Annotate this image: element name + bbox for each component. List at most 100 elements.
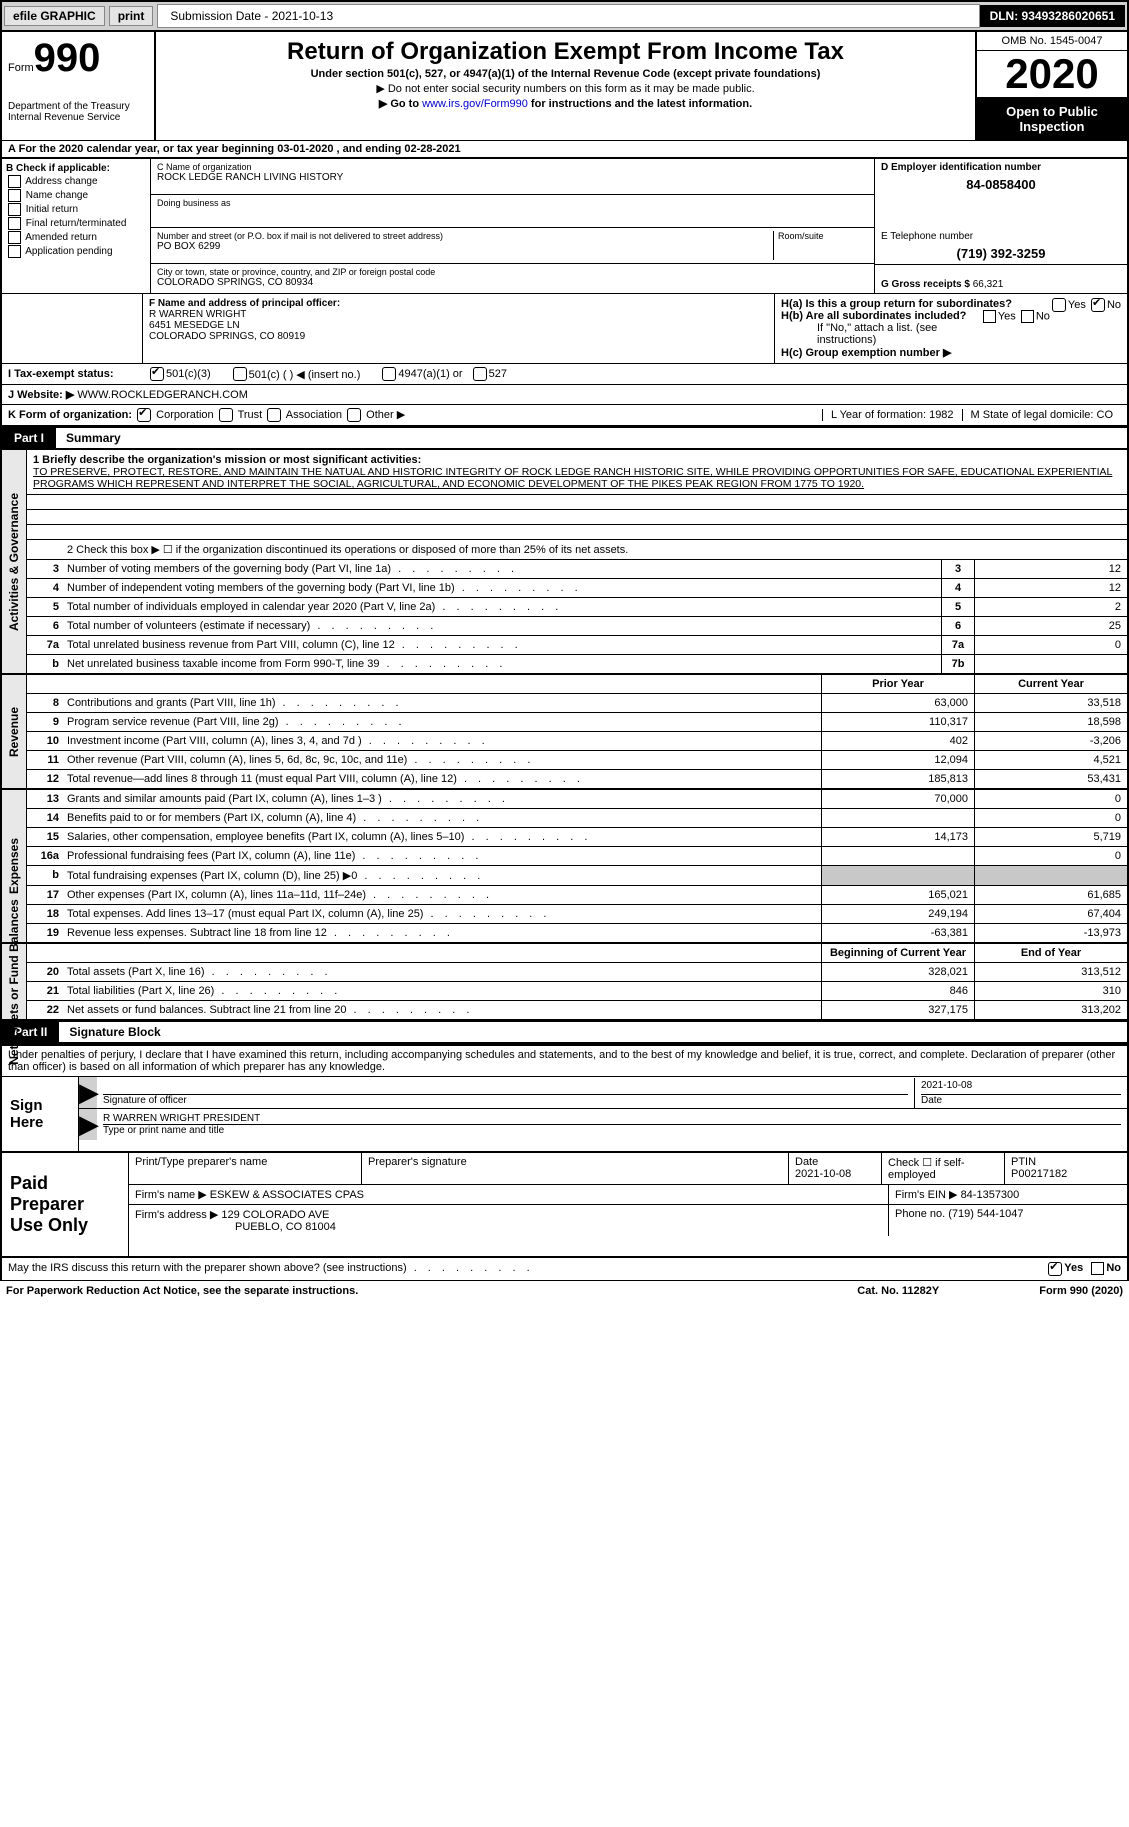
section-revenue: Revenue Prior Year Current Year 8Contrib… [0,675,1129,790]
section-expenses: Expenses 13Grants and similar amounts pa… [0,790,1129,944]
cb-assoc[interactable] [267,408,281,422]
vtab-governance: Activities & Governance [7,493,21,631]
goto-suffix: for instructions and the latest informat… [528,98,752,110]
ptin: P00217182 [1011,1168,1067,1180]
d-label: D Employer identification number [881,162,1041,173]
form-header: Form990 Department of the Treasury Inter… [0,32,1129,140]
part2-header: Part II Signature Block [0,1021,1129,1044]
cb-name[interactable]: Name change [6,189,146,202]
return-title: Return of Organization Exempt From Incom… [160,38,971,66]
ein-value: 84-0858400 [881,177,1121,192]
j-label: J Website: ▶ [8,388,74,401]
prep-date-lbl: Date [795,1156,818,1168]
street-addr: PO BOX 6299 [157,241,773,252]
open-inspection: Open to Public Inspection [977,98,1127,140]
hb-yes[interactable] [983,310,996,323]
dept-treasury: Department of the Treasury Internal Reve… [8,101,148,123]
cb-amended[interactable]: Amended return [6,231,146,244]
discuss-yes[interactable] [1048,1262,1062,1276]
officer-name: R WARREN WRIGHT [149,309,246,320]
ha-label: H(a) Is this a group return for subordin… [781,298,1012,310]
phone-value: (719) 392-3259 [881,246,1121,261]
part1-num: Part I [2,428,56,448]
date-lbl: Date [921,1095,942,1106]
state-domicile: M State of legal domicile: CO [962,409,1121,421]
part1-title: Summary [56,428,131,448]
section-b: B Check if applicable: Address change Na… [2,159,151,293]
cat-no: Cat. No. 11282Y [857,1285,939,1297]
section-netassets: Net Assets or Fund Balances Beginning of… [0,944,1129,1021]
paperwork-notice: For Paperwork Reduction Act Notice, see … [6,1285,857,1297]
part1-header: Part I Summary [0,427,1129,450]
hdr-prior: Prior Year [821,675,974,693]
hdr-begin: Beginning of Current Year [821,944,974,962]
arrow-icon: ▶ [79,1109,97,1140]
cb-final[interactable]: Final return/terminated [6,217,146,230]
cb-trust[interactable] [219,408,233,422]
submission-date: Submission Date - 2021-10-13 [157,4,979,28]
instr-ssn: ▶ Do not enter social security numbers o… [160,82,971,95]
cb-corp[interactable] [137,408,151,422]
dln: DLN: 93493286020651 [980,5,1125,27]
cb-initial[interactable]: Initial return [6,203,146,216]
hb-no[interactable] [1021,310,1034,323]
self-emp-lbl: Check ☐ if self-employed [888,1157,965,1181]
firm-phone: (719) 544-1047 [948,1208,1023,1220]
irs-link[interactable]: www.irs.gov/Form990 [422,98,528,110]
print-name-lbl: Type or print name and title [103,1125,224,1136]
mission-lbl: 1 Briefly describe the organization's mi… [33,454,421,466]
section-governance: Activities & Governance 1 Briefly descri… [0,450,1129,675]
section-e: E Telephone number (719) 392-3259 [875,228,1127,264]
ha-yes[interactable] [1052,298,1066,312]
i-label: I Tax-exempt status: [8,368,148,380]
return-subtitle: Under section 501(c), 527, or 4947(a)(1)… [160,68,971,80]
f-label: F Name and address of principal officer: [149,298,340,309]
h-note: If "No," attach a list. (see instruction… [781,322,1121,346]
firm-name: ESKEW & ASSOCIATES CPAS [210,1189,364,1201]
hdr-end: End of Year [974,944,1127,962]
vtab-revenue: Revenue [7,707,21,757]
mission-text: TO PRESERVE, PROTECT, RESTORE, AND MAINT… [33,466,1112,490]
top-bar: efile GRAPHIC print Submission Date - 20… [0,0,1129,32]
print-btn[interactable]: print [109,6,154,26]
prep-date: 2021-10-08 [795,1168,851,1180]
cb-4947[interactable] [382,367,396,381]
sig-officer-lbl: Signature of officer [103,1095,187,1106]
sig-declaration: Under penalties of perjury, I declare th… [2,1046,1127,1076]
firm-ein-lbl: Firm's EIN ▶ [895,1189,958,1201]
cb-other[interactable] [347,408,361,422]
ha-no[interactable] [1091,298,1105,312]
footer: For Paperwork Reduction Act Notice, see … [0,1281,1129,1301]
k-label: K Form of organization: [8,409,132,421]
firm-addr-lbl: Firm's address ▶ [135,1209,218,1221]
signature-block: Under penalties of perjury, I declare th… [0,1044,1129,1258]
form-word: Form [8,62,34,74]
prep-name-lbl: Print/Type preparer's name [135,1156,267,1168]
gross-receipts: 66,321 [973,279,1004,290]
arrow-icon: ▶ [79,1077,97,1108]
discuss-q: May the IRS discuss this return with the… [8,1262,1046,1276]
cb-501c[interactable] [233,367,247,381]
officer-addr2: COLORADO SPRINGS, CO 80919 [149,331,305,342]
firm-addr2: PUEBLO, CO 81004 [135,1221,336,1233]
hc-label: H(c) Group exemption number ▶ [781,347,951,359]
entity-block: B Check if applicable: Address change Na… [0,159,1129,294]
row-j: J Website: ▶ WWW.ROCKLEDGERANCH.COM [0,385,1129,405]
cb-address[interactable]: Address change [6,175,146,188]
mission-block: 1 Briefly describe the organization's mi… [27,450,1127,494]
discuss-no[interactable] [1091,1262,1104,1275]
sign-here: Sign Here [2,1077,79,1151]
year-formation: L Year of formation: 1982 [822,409,962,421]
firm-addr1: 129 COLORADO AVE [221,1209,329,1221]
cb-501c3[interactable] [150,367,164,381]
omb-number: OMB No. 1545-0047 [977,32,1127,51]
officer-addr1: 6451 MESEDGE LN [149,320,240,331]
tax-year: 2020 [977,51,1127,98]
cb-pending[interactable]: Application pending [6,245,146,258]
efile-btn[interactable]: efile GRAPHIC [4,6,105,26]
b-label: B Check if applicable: [6,163,110,174]
paid-preparer-lbl: Paid Preparer Use Only [2,1153,129,1256]
period-line: A For the 2020 calendar year, or tax yea… [0,140,1129,159]
e-label: E Telephone number [881,231,973,242]
cb-527[interactable] [473,367,487,381]
